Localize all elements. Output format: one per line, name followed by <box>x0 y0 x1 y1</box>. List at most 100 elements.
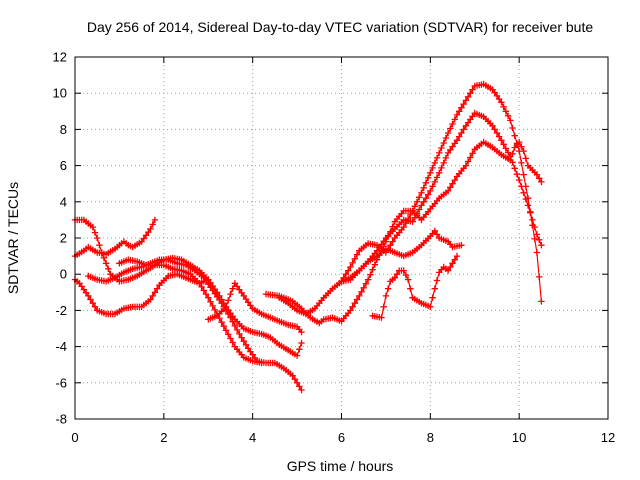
data-point-marker <box>358 288 365 295</box>
data-point-marker <box>504 112 512 119</box>
data-point-marker <box>496 133 503 140</box>
y-axis-label: SDTVAR / TECUs <box>5 182 21 294</box>
data-point-marker <box>94 234 101 242</box>
data-point-marker <box>89 223 96 231</box>
data-point-marker <box>367 271 374 278</box>
data-point-marker <box>429 164 436 172</box>
data-point-marker <box>353 296 361 303</box>
data-point-marker <box>529 222 536 229</box>
data-point-marker <box>207 298 214 305</box>
data-point-marker <box>198 283 205 291</box>
y-tick-label: 10 <box>53 86 67 101</box>
data-point-marker <box>238 334 245 341</box>
data-point-marker <box>469 86 476 93</box>
data-point-marker <box>513 171 521 178</box>
data-point-marker <box>416 206 423 213</box>
data-point-marker <box>378 314 385 321</box>
data-point-marker <box>538 242 545 249</box>
data-point-marker <box>351 255 358 262</box>
data-point-marker <box>462 162 470 169</box>
data-point-marker <box>449 180 456 187</box>
axis-ticks <box>74 56 609 420</box>
data-point-marker <box>462 97 470 104</box>
data-point-marker <box>340 274 347 281</box>
series-track-4 <box>85 256 305 394</box>
y-tick-label: 12 <box>53 50 67 65</box>
data-point-marker <box>349 259 356 267</box>
data-point-marker <box>433 231 441 238</box>
data-point-marker <box>345 267 352 274</box>
y-tick-label: -8 <box>55 412 67 427</box>
data-point-marker <box>353 251 361 258</box>
data-point-marker <box>442 154 450 162</box>
series-track-3 <box>71 271 212 318</box>
data-point-marker <box>518 159 525 167</box>
data-point-marker <box>438 144 445 152</box>
data-point-marker <box>507 117 514 124</box>
data-point-marker <box>498 99 505 106</box>
data-point-marker <box>85 292 92 300</box>
data-point-marker <box>522 155 529 162</box>
data-point-marker <box>516 176 523 184</box>
data-point-marker <box>220 323 227 330</box>
data-point-marker <box>424 191 432 198</box>
data-point-marker <box>431 178 438 186</box>
series-track-6 <box>205 280 305 336</box>
data-point-marker <box>531 235 538 243</box>
data-point-marker <box>362 280 370 287</box>
data-point-marker <box>429 294 436 301</box>
data-point-marker <box>222 303 230 310</box>
data-point-marker <box>347 307 354 314</box>
data-point-marker <box>205 294 212 301</box>
data-point-marker <box>384 245 392 253</box>
data-point-marker <box>438 164 445 172</box>
grid-lines <box>75 57 608 419</box>
data-point-marker <box>502 108 509 115</box>
data-point-marker <box>413 210 421 217</box>
data-point-marker <box>431 159 438 167</box>
data-point-marker <box>225 331 232 338</box>
data-point-marker <box>360 284 367 291</box>
data-point-marker <box>447 263 454 271</box>
data-point-marker <box>218 319 225 326</box>
data-point-marker <box>402 219 410 227</box>
y-tick-label: 8 <box>60 122 67 137</box>
y-tick-label: 4 <box>60 194 67 209</box>
data-point-marker <box>449 120 456 128</box>
data-point-marker <box>458 242 465 249</box>
data-point-marker <box>444 129 452 137</box>
data-point-marker <box>538 178 545 186</box>
data-point-marker <box>202 290 210 298</box>
data-point-marker <box>533 249 541 256</box>
data-point-marker <box>436 169 443 176</box>
data-point-marker <box>451 176 458 184</box>
data-point-marker <box>427 303 434 310</box>
series-track-11 <box>369 252 461 321</box>
data-point-marker <box>91 303 99 310</box>
data-point-marker <box>147 225 154 233</box>
data-point-marker <box>240 338 247 345</box>
data-point-marker <box>536 236 543 243</box>
data-point-marker <box>422 195 430 202</box>
data-point-marker <box>404 276 412 283</box>
data-point-marker <box>440 159 447 167</box>
data-point-marker <box>536 175 543 182</box>
data-point-marker <box>509 159 516 166</box>
data-point-marker <box>524 195 532 202</box>
data-point-marker <box>409 218 416 225</box>
y-tick-label: -4 <box>55 339 67 354</box>
data-point-marker <box>513 140 521 147</box>
data-point-marker <box>458 104 465 111</box>
x-tick-label: 8 <box>427 430 434 445</box>
data-point-marker <box>467 90 474 97</box>
data-point-marker <box>402 271 410 279</box>
y-tick-label: 6 <box>60 158 67 173</box>
data-point-marker <box>91 229 99 236</box>
data-point-marker <box>393 271 401 278</box>
data-point-marker <box>447 125 454 132</box>
data-point-marker <box>416 194 423 201</box>
data-point-marker <box>420 198 427 205</box>
data-point-marker <box>296 346 303 353</box>
